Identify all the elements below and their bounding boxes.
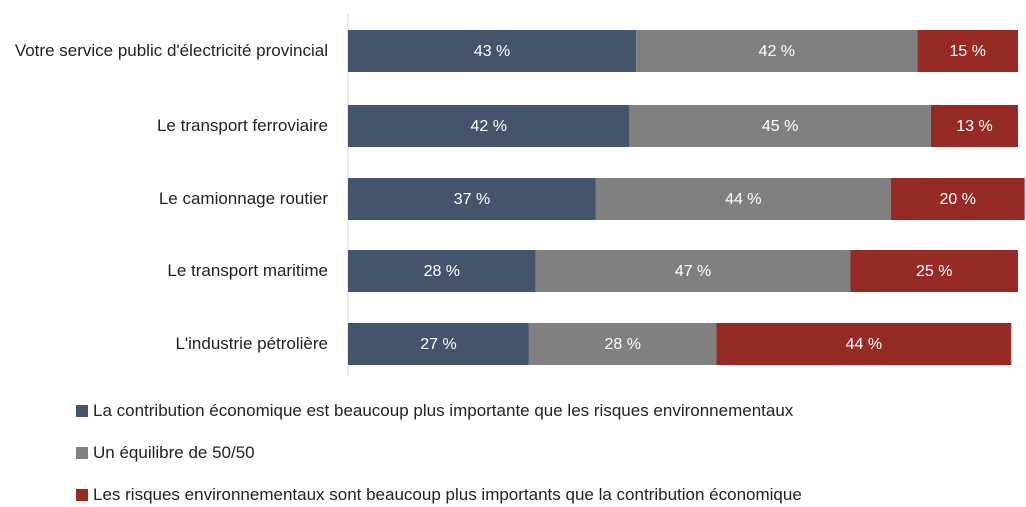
category-label: Votre service public d'électricité provi… — [14, 41, 328, 60]
value-label: 28 % — [604, 336, 640, 353]
value-label: 43 % — [474, 43, 510, 60]
legend-label: Les risques environnementaux sont beauco… — [93, 485, 802, 504]
bar-segment — [850, 250, 1018, 292]
bar-segment — [528, 323, 717, 365]
category-label-box: L'industrie pétrolière — [175, 314, 328, 374]
category-label-box: Votre service public d'électricité provi… — [15, 21, 328, 81]
bar-segment — [636, 30, 918, 72]
value-label: 45 % — [762, 118, 798, 135]
bar-segment — [716, 323, 1012, 365]
value-label: 27 % — [420, 336, 456, 353]
category-label: L'industrie pétrolière — [175, 334, 328, 353]
bar-segment — [348, 105, 630, 147]
legend-label: Un équilibre de 50/50 — [93, 443, 255, 462]
legend-item: Les risques environnementaux sont beauco… — [76, 483, 802, 507]
bar-segment — [917, 30, 1018, 72]
value-label: 37 % — [454, 191, 490, 208]
value-label: 47 % — [675, 263, 711, 280]
legend-swatch — [76, 405, 88, 417]
bar-segment — [348, 30, 637, 72]
category-label: Le transport ferroviaire — [156, 116, 328, 135]
bar-segment — [348, 323, 529, 365]
category-label: Le camionnage routier — [158, 189, 328, 208]
value-label: 20 % — [939, 191, 975, 208]
legend-swatch — [76, 489, 88, 501]
bar-segment — [348, 178, 596, 220]
legend-label: La contribution économique est beaucoup … — [93, 401, 794, 420]
value-label: 28 % — [424, 263, 460, 280]
bar-segment — [890, 178, 1025, 220]
value-label: 44 % — [846, 336, 882, 353]
value-label: 15 % — [950, 43, 986, 60]
category-label-box: Le transport maritime — [167, 241, 328, 301]
bar-segment — [595, 178, 891, 220]
value-label: 42 % — [470, 118, 506, 135]
legend-item: La contribution économique est beaucoup … — [76, 399, 793, 423]
value-label: 42 % — [759, 43, 795, 60]
value-label: 44 % — [725, 191, 761, 208]
bar-segment — [535, 250, 851, 292]
bar-segment — [348, 250, 536, 292]
category-label: Le transport maritime — [167, 261, 328, 280]
legend-swatch — [76, 447, 88, 459]
value-label: 25 % — [916, 263, 952, 280]
bar-segment — [930, 105, 1018, 147]
category-label-box: Le camionnage routier — [159, 169, 328, 229]
value-label: 13 % — [956, 118, 992, 135]
bar-segment — [629, 105, 931, 147]
legend-item: Un équilibre de 50/50 — [76, 441, 255, 465]
category-label-box: Le transport ferroviaire — [157, 96, 328, 156]
